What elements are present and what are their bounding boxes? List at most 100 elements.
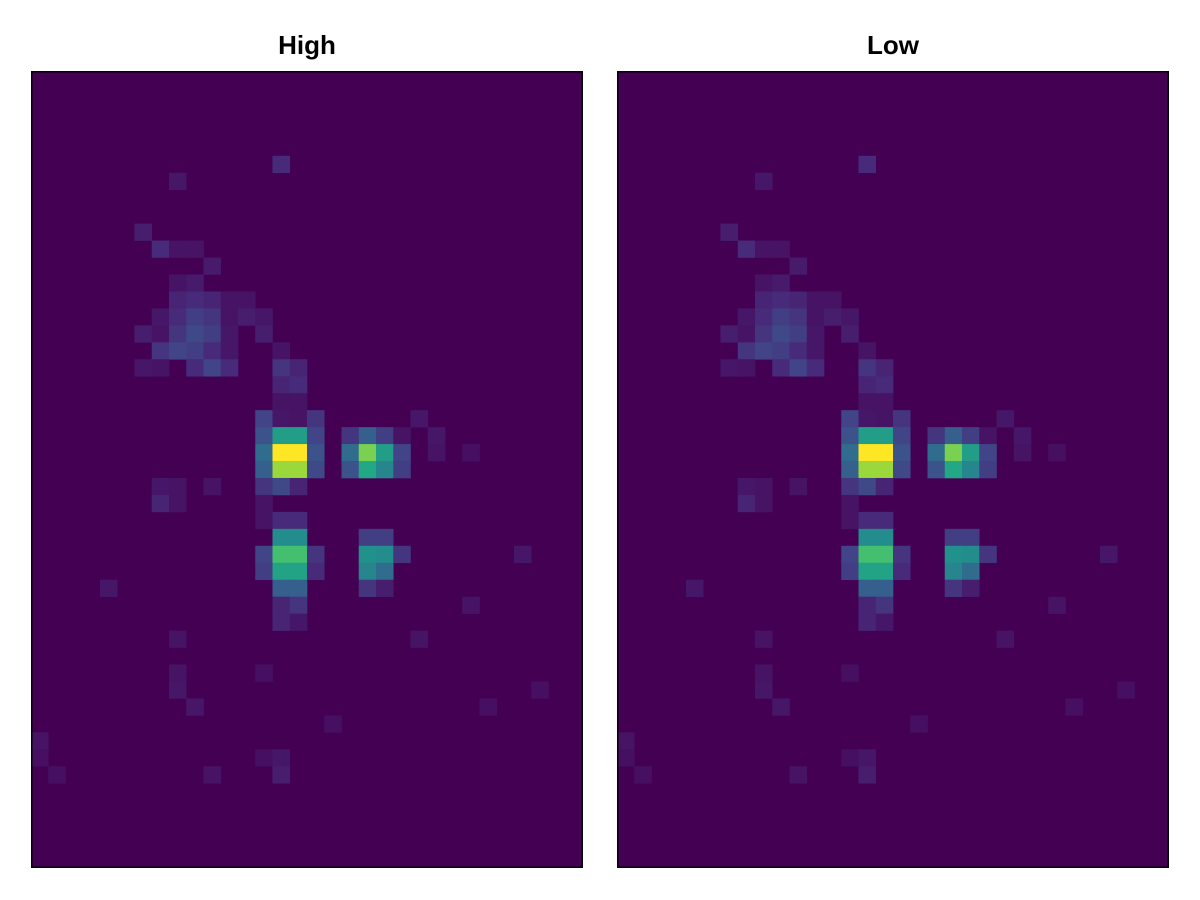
heatmap-low-cell xyxy=(789,257,808,275)
heatmap-low-cell xyxy=(893,444,911,462)
heatmap-high-cell xyxy=(376,528,394,547)
heatmap-high-cell xyxy=(169,630,187,648)
heatmap-high-cell xyxy=(427,444,446,462)
heatmap-high-cell xyxy=(358,461,377,479)
heatmap-high-cell xyxy=(272,461,291,479)
heatmap-high-cell xyxy=(272,511,291,530)
heatmap-low-cell xyxy=(772,274,790,292)
heatmap-high-cell xyxy=(203,342,222,360)
heatmap-low-cell xyxy=(720,359,739,377)
heatmap-low-cell xyxy=(875,596,894,614)
heatmap-high-cell xyxy=(255,545,273,564)
heatmap-high-cell xyxy=(393,444,411,462)
heatmap-high-cell xyxy=(203,477,222,496)
heatmap-high-cell xyxy=(151,342,170,360)
heatmap-high-cell xyxy=(220,342,239,360)
heatmap-low-cell xyxy=(858,477,877,496)
heatmap-high-cell xyxy=(272,477,291,496)
heatmap-low-cell xyxy=(789,342,808,360)
heatmap-high-cell xyxy=(358,579,377,597)
heatmap-high-cell xyxy=(134,359,153,377)
heatmap-high-cell xyxy=(358,562,377,581)
heatmap-high-cell xyxy=(169,342,187,360)
heatmap-high-cell xyxy=(169,308,187,326)
heatmap-low-cell xyxy=(755,681,773,699)
heatmap-low-cell xyxy=(858,427,877,445)
heatmap-low-cell xyxy=(806,342,825,360)
heatmap-low-cell xyxy=(789,325,808,343)
heatmap-low-cell xyxy=(979,461,997,479)
heatmap-high-cell xyxy=(289,477,308,496)
heatmap-high-cell xyxy=(169,681,187,699)
heatmap-low-cell xyxy=(737,477,756,496)
heatmap-low-cell xyxy=(841,308,859,326)
heatmap-low-cell xyxy=(962,579,980,597)
heatmap-high-cell xyxy=(376,545,394,564)
heatmap-high-cell xyxy=(220,308,239,326)
heatmap-high-cell xyxy=(255,562,273,581)
heatmap-high-cell xyxy=(186,342,204,360)
heatmap-low-cell xyxy=(841,477,859,496)
heatmap-high-frame xyxy=(31,71,583,868)
heatmap-low-cell xyxy=(858,342,877,360)
heatmap-low-cell xyxy=(893,410,911,428)
heatmap-low-frame xyxy=(617,71,1169,868)
heatmap-high-cell xyxy=(376,444,394,462)
heatmap-high-cell xyxy=(393,461,411,479)
heatmap-high-cell xyxy=(151,359,170,377)
heatmap-high-cell xyxy=(255,511,273,530)
heatmap-high-cell xyxy=(358,528,377,547)
heatmap-low-cell xyxy=(1100,545,1118,564)
heatmap-high-cell xyxy=(169,664,187,682)
heatmap-high-cell xyxy=(393,545,411,564)
heatmap-low-cell xyxy=(789,308,808,326)
heatmap-low-cell xyxy=(720,325,739,343)
heatmap-low-cell xyxy=(962,427,980,445)
heatmap-low-cell xyxy=(737,494,756,513)
heatmap-high-cell xyxy=(289,461,308,479)
heatmap-low-cell xyxy=(858,596,877,614)
heatmap-high-cell xyxy=(393,427,411,445)
heatmap-high-cell xyxy=(255,444,273,462)
heatmap-low-cell xyxy=(858,410,877,428)
heatmap-high-cell xyxy=(272,596,291,614)
heatmap-low-cell xyxy=(996,630,1015,648)
heatmap-low-cell xyxy=(755,172,773,190)
heatmap-low-cell xyxy=(841,562,859,581)
heatmap-low-cell xyxy=(737,308,756,326)
heatmap-low-cell xyxy=(1013,427,1032,445)
heatmap-low-cell xyxy=(875,461,894,479)
heatmap-low-cell xyxy=(962,562,980,581)
heatmap-low-cell xyxy=(944,545,963,564)
heatmap-high-cell xyxy=(272,528,291,547)
heatmap-low-cell xyxy=(875,359,894,377)
heatmap-high-cell xyxy=(289,511,308,530)
heatmap-low-cell xyxy=(910,715,928,733)
heatmap-high-cell xyxy=(238,291,256,309)
heatmap-high-cell xyxy=(255,749,273,767)
heatmap-low-cell xyxy=(962,444,980,462)
heatmap-high xyxy=(31,71,583,868)
heatmap-high-cell xyxy=(203,359,222,377)
heatmap-low-cell xyxy=(720,223,739,241)
heatmap-low-cell xyxy=(772,325,790,343)
heatmap-low-cell xyxy=(755,477,773,496)
heatmap-high-cell xyxy=(169,172,187,190)
heatmap-low-cell xyxy=(875,477,894,496)
heatmap-low-cell xyxy=(806,359,825,377)
heatmap-high-cell xyxy=(289,545,308,564)
heatmap-high-cell xyxy=(272,766,291,784)
heatmap-high-cell xyxy=(410,410,429,428)
heatmap-high-cell xyxy=(272,342,291,360)
heatmap-high-cell xyxy=(289,596,308,614)
heatmap-high-cell xyxy=(238,308,256,326)
heatmap-high-cell xyxy=(169,477,187,496)
heatmap-high-cell xyxy=(272,427,291,445)
heatmap-low-cell xyxy=(875,579,894,597)
heatmap-low-cell xyxy=(772,291,790,309)
heatmap-high-cell xyxy=(272,410,291,428)
heatmap-low-cell xyxy=(858,545,877,564)
heatmap-high-cell xyxy=(186,325,204,343)
chart-title-high: High xyxy=(278,30,336,60)
heatmap-low-cell xyxy=(893,562,911,581)
